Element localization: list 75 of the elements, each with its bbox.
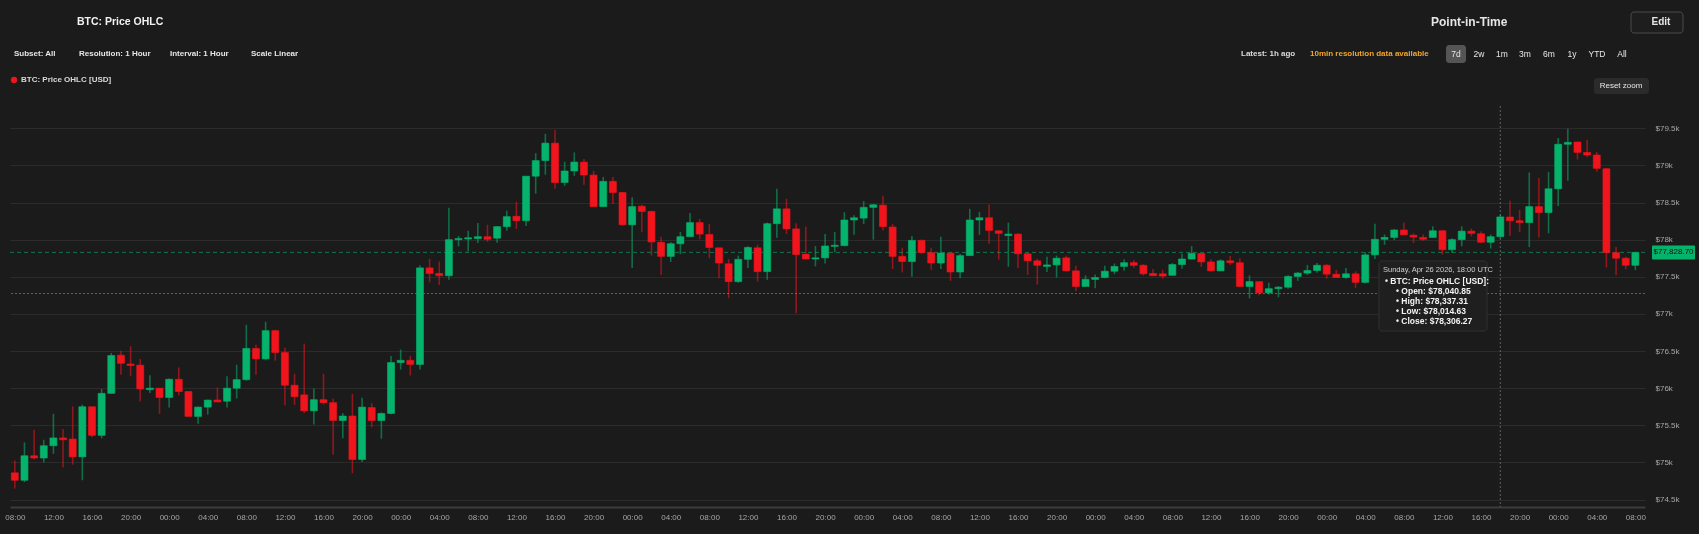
x-tick-label: 20:00 [1047,512,1068,522]
y-tick-label: $79.5k [1655,123,1681,133]
x-tick-label: 16:00 [1471,512,1493,522]
x-tick-label: 20:00 [1278,512,1300,522]
y-tick-label: $76.5k [1655,346,1681,356]
y-tick-label: $75k [1655,457,1674,467]
x-tick-label: 20:00 [815,512,837,522]
x-tick-label: 20:00 [584,512,605,522]
x-tick-label: 00:00 [622,512,644,522]
x-tick-label: 04:00 [1124,512,1145,522]
x-tick-label: 16:00 [545,512,567,522]
text: Reset zoom [1599,81,1643,90]
x-tick-label: 04:00 [1355,512,1377,522]
x-tick-label: 00:00 [1548,512,1570,522]
candlestick [146,374,154,394]
text: Interval: 1 Hour [170,49,229,58]
y-tick-label: $77.5k [1655,272,1681,282]
x-tick-label: 16:00 [313,512,335,522]
text: Resolution: 1 Hour [79,49,151,58]
x-tick-label: 08:00 [468,512,489,522]
x-tick-label: 04:00 [429,512,451,522]
x-tick-label: 12:00 [1201,512,1222,522]
x-tick-label: 08:00 [236,512,258,522]
x-tick-label: 04:00 [892,512,914,522]
x-tick-label: 20:00 [352,512,374,522]
y-tick-label: $74.5k [1655,495,1681,505]
x-tick-label: 00:00 [1317,512,1338,522]
x-tick-label: 12:00 [969,512,991,522]
text: 7d [1451,49,1461,59]
x-tick-label: 16:00 [1008,512,1030,522]
x-tick-label: 00:00 [391,512,412,522]
y-tick-label: $78k [1655,235,1674,245]
text: 1m [1496,49,1508,59]
x-tick-label: 12:00 [1432,512,1454,522]
x-tick-label: 08:00 [1162,512,1184,522]
y-tick-label: $79k [1655,160,1674,170]
text: 10min resolution data available [1310,49,1430,58]
text: YTD [1588,49,1606,59]
ref-line-label: $77,828.70 [1653,247,1695,257]
x-tick-label: 00:00 [1085,512,1107,522]
x-tick-label: 12:00 [738,512,759,522]
x-tick-label: 08:00 [699,512,721,522]
text: Subset: All [14,49,56,58]
x-tick-label: 12:00 [506,512,528,522]
text: 6m [1543,49,1555,59]
x-tick-label: 16:00 [82,512,104,522]
x-tick-label: 04:00 [661,512,682,522]
x-tick-label: 20:00 [121,512,142,522]
text: 3m [1519,49,1531,59]
x-tick-label: 20:00 [1510,512,1531,522]
x-tick-label: 16:00 [1240,512,1261,522]
x-tick-label: 00:00 [854,512,875,522]
x-tick-label: 08:00 [5,512,26,522]
x-tick-label: 12:00 [43,512,65,522]
y-tick-label: $78.5k [1655,198,1681,208]
x-tick-label: 12:00 [275,512,296,522]
legend-label: BTC: Price OHLC [USD] [21,75,112,84]
x-tick-label: 04:00 [198,512,219,522]
text: Latest: 1h ago [1241,49,1296,58]
text: 1y [1567,49,1578,59]
text: Edit [1651,16,1672,27]
x-tick-label: 08:00 [1394,512,1415,522]
x-tick-label: 16:00 [776,512,798,522]
x-tick-label: 04:00 [1587,512,1608,522]
y-tick-label: $76k [1655,383,1674,393]
x-tick-label: 08:00 [1625,512,1647,522]
text: Point-in-Time [1431,15,1508,29]
text: All [1617,49,1627,59]
text: 2w [1473,49,1486,59]
y-tick-label: $77k [1655,309,1674,319]
chart-title: BTC: Price OHLC [77,15,164,27]
x-tick-label: 00:00 [159,512,181,522]
x-tick-label: 08:00 [931,512,952,522]
text: Scale Linear [251,49,299,58]
y-tick-label: $75.5k [1655,420,1681,430]
